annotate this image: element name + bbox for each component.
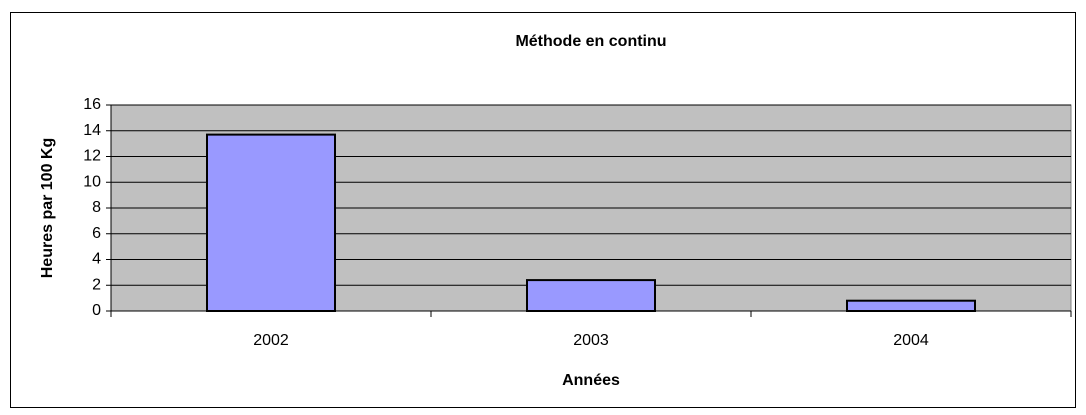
bar bbox=[846, 299, 976, 313]
y-tick-label: 14 bbox=[83, 122, 101, 139]
y-tick-label: 10 bbox=[83, 173, 101, 190]
y-tick-label: 0 bbox=[92, 302, 101, 319]
y-tick-label: 12 bbox=[83, 148, 101, 165]
chart-title: Méthode en continu bbox=[515, 33, 666, 50]
y-axis-label: Heures par 100 Kg bbox=[39, 138, 56, 279]
x-tick-label: 2004 bbox=[893, 332, 929, 349]
y-tick-label: 4 bbox=[92, 251, 101, 268]
y-tick-label: 8 bbox=[92, 199, 101, 216]
y-tick-label: 16 bbox=[83, 96, 101, 113]
x-tick-label: 2002 bbox=[253, 332, 289, 349]
y-tick-label: 2 bbox=[92, 276, 101, 293]
x-axis-label: Années bbox=[562, 372, 620, 389]
bar bbox=[206, 133, 336, 312]
bar bbox=[526, 279, 656, 313]
y-tick-label: 6 bbox=[92, 225, 101, 242]
x-tick-label: 2003 bbox=[573, 332, 609, 349]
